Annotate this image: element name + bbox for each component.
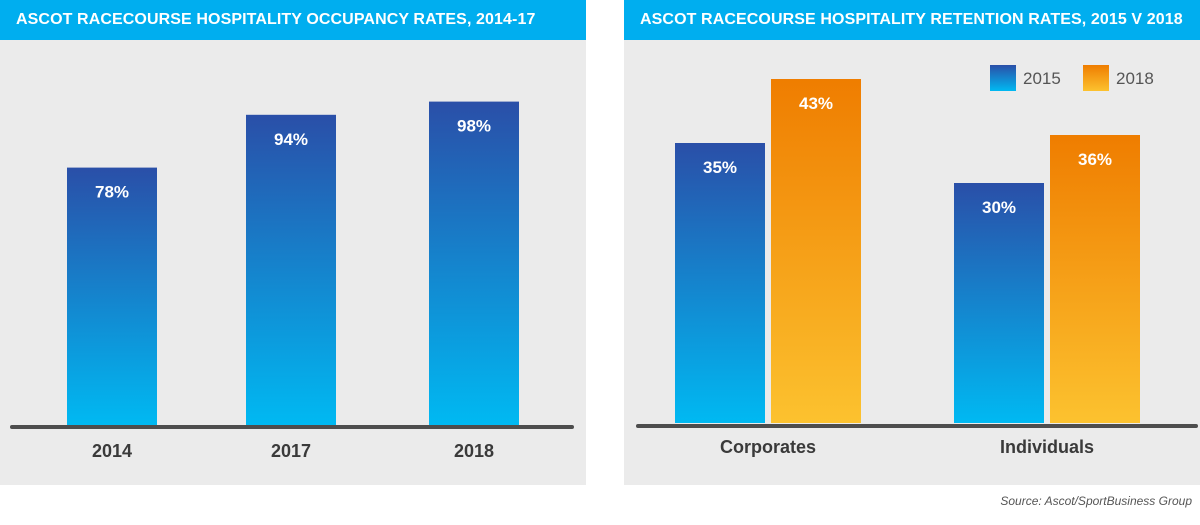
occupancy-bar-chart: 78% 2014 94% 2017 98% 2018	[10, 101, 574, 461]
retention-chart-title: ASCOT RACECOURSE HOSPITALITY RETENTION R…	[624, 0, 1200, 40]
bar-2014	[67, 167, 157, 425]
retention-bar-chart: 35% 43% Corporates 30% 36% Individuals 2015 201…	[636, 65, 1198, 457]
legend-swatch-2018	[1083, 65, 1109, 91]
bar-value-label: 43%	[799, 94, 833, 113]
source-note: Source: Ascot/SportBusiness Group	[1000, 494, 1192, 508]
bar-2017	[246, 114, 336, 426]
occupancy-chart-panel: ASCOT RACECOURSE HOSPITALITY OCCUPANCY R…	[0, 0, 586, 485]
category-label: Individuals	[1000, 437, 1094, 457]
bar-value-label: 94%	[274, 130, 308, 149]
retention-chart-panel: ASCOT RACECOURSE HOSPITALITY RETENTION R…	[624, 0, 1200, 485]
category-label: 2018	[454, 441, 494, 461]
legend-label: 2015	[1023, 69, 1061, 88]
bar-2018	[429, 101, 519, 425]
category-label: 2014	[92, 441, 132, 461]
bar-individuals-2015	[954, 183, 1044, 423]
category-label: Corporates	[720, 437, 816, 457]
retention-plot-area: 35% 43% Corporates 30% 36% Individuals 2015 201…	[624, 40, 1200, 485]
bar-corporates-2018	[771, 79, 861, 423]
bar-corporates-2015	[675, 143, 765, 423]
occupancy-chart-title: ASCOT RACECOURSE HOSPITALITY OCCUPANCY R…	[0, 0, 586, 40]
occupancy-plot-area: 78% 2014 94% 2017 98% 2018	[0, 40, 586, 485]
legend-label: 2018	[1116, 69, 1154, 88]
legend-swatch-2015	[990, 65, 1016, 91]
bar-value-label: 35%	[703, 158, 737, 177]
bar-value-label: 30%	[982, 198, 1016, 217]
bar-value-label: 78%	[95, 183, 129, 202]
bar-individuals-2018	[1050, 135, 1140, 423]
category-label: 2017	[271, 441, 311, 461]
bar-value-label: 98%	[457, 117, 491, 136]
bar-value-label: 36%	[1078, 150, 1112, 169]
